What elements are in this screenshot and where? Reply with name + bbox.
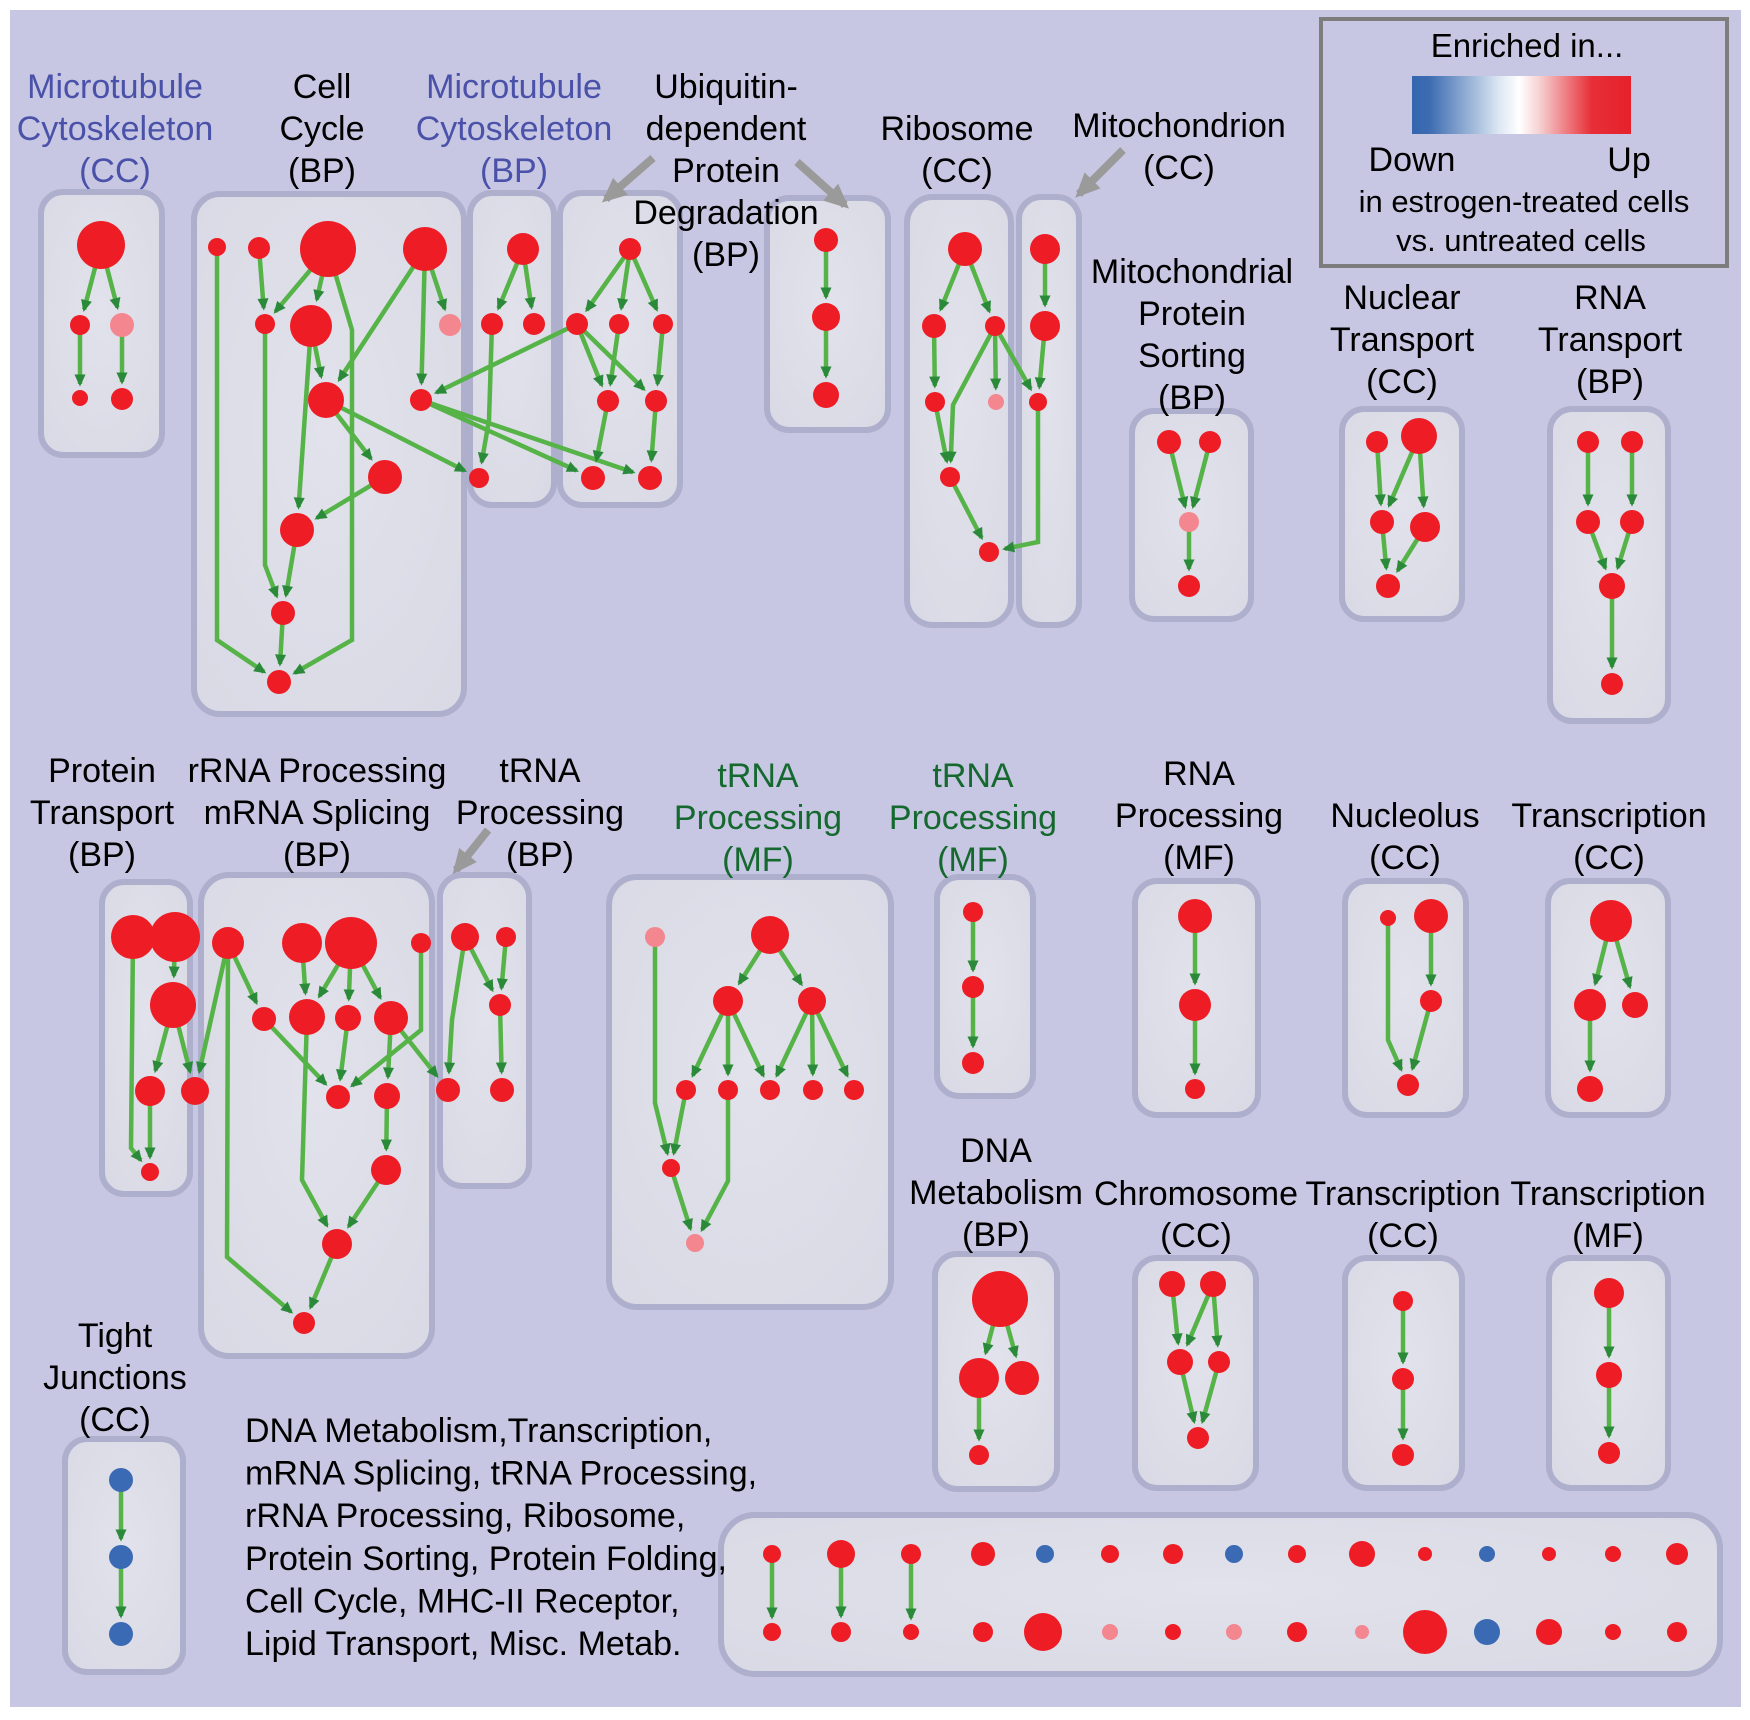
svg-text:(BP): (BP) <box>1576 363 1644 401</box>
svg-text:(CC): (CC) <box>79 152 151 190</box>
svg-text:Lipid Transport, Misc. Metab.: Lipid Transport, Misc. Metab. <box>245 1625 682 1663</box>
svg-text:Cytoskeleton: Cytoskeleton <box>17 110 214 148</box>
svg-text:DNA Metabolism,Transcription,: DNA Metabolism,Transcription, <box>245 1412 712 1450</box>
svg-text:(BP): (BP) <box>288 152 356 190</box>
svg-text:vs. untreated cells: vs. untreated cells <box>1396 223 1646 258</box>
svg-text:Cytoskeleton: Cytoskeleton <box>416 110 613 148</box>
svg-text:Nucleolus: Nucleolus <box>1330 797 1479 835</box>
svg-text:Microtubule: Microtubule <box>27 68 203 106</box>
svg-text:(MF): (MF) <box>1163 839 1235 877</box>
svg-text:Mitochondrial: Mitochondrial <box>1091 253 1293 291</box>
svg-text:Mitochondrion: Mitochondrion <box>1072 107 1286 145</box>
svg-text:DNA: DNA <box>960 1132 1032 1170</box>
svg-text:Processing: Processing <box>889 799 1057 837</box>
svg-text:Microtubule: Microtubule <box>426 68 602 106</box>
svg-text:Cell Cycle, MHC-II Receptor,: Cell Cycle, MHC-II Receptor, <box>245 1582 680 1620</box>
svg-text:(CC): (CC) <box>1573 839 1645 877</box>
svg-text:(BP): (BP) <box>480 152 548 190</box>
svg-text:Transcription: Transcription <box>1305 1175 1500 1213</box>
svg-text:Cycle: Cycle <box>279 110 364 148</box>
svg-text:rRNA Processing: rRNA Processing <box>188 752 447 790</box>
svg-text:(CC): (CC) <box>1160 1217 1232 1255</box>
svg-text:Cell: Cell <box>293 68 352 106</box>
svg-text:Processing: Processing <box>1115 797 1283 835</box>
svg-text:Protein: Protein <box>1138 295 1246 333</box>
svg-text:(MF): (MF) <box>722 841 794 879</box>
svg-text:RNA: RNA <box>1163 755 1235 793</box>
svg-text:(CC): (CC) <box>79 1401 151 1439</box>
svg-text:Tight: Tight <box>78 1317 153 1355</box>
svg-text:Transcription: Transcription <box>1511 797 1706 835</box>
svg-text:Degradation: Degradation <box>633 194 818 232</box>
svg-text:mRNA Splicing: mRNA Splicing <box>204 794 431 832</box>
svg-text:Processing: Processing <box>456 794 624 832</box>
svg-text:(BP): (BP) <box>506 836 574 874</box>
svg-text:(BP): (BP) <box>692 236 760 274</box>
svg-text:(CC): (CC) <box>1367 1217 1439 1255</box>
svg-text:(MF): (MF) <box>937 841 1009 879</box>
svg-text:Transport: Transport <box>30 794 175 832</box>
svg-text:Protein: Protein <box>48 752 156 790</box>
svg-text:Enriched in...: Enriched in... <box>1431 27 1624 64</box>
svg-text:Transport: Transport <box>1330 321 1475 359</box>
svg-text:tRNA: tRNA <box>717 757 799 795</box>
svg-text:Junctions: Junctions <box>43 1359 187 1397</box>
svg-text:Sorting: Sorting <box>1138 337 1246 375</box>
svg-text:mRNA Splicing, tRNA Processing: mRNA Splicing, tRNA Processing, <box>245 1455 757 1493</box>
svg-text:Metabolism: Metabolism <box>909 1174 1083 1212</box>
svg-text:(BP): (BP) <box>962 1216 1030 1254</box>
svg-text:in estrogen-treated cells: in estrogen-treated cells <box>1359 184 1690 219</box>
svg-text:(BP): (BP) <box>283 836 351 874</box>
svg-text:Down: Down <box>1369 141 1456 179</box>
svg-text:rRNA Processing, Ribosome,: rRNA Processing, Ribosome, <box>245 1497 685 1535</box>
svg-text:tRNA: tRNA <box>499 752 581 790</box>
svg-text:(CC): (CC) <box>921 152 993 190</box>
svg-text:Transcription: Transcription <box>1510 1175 1705 1213</box>
svg-text:Transport: Transport <box>1538 321 1683 359</box>
svg-text:(BP): (BP) <box>1158 379 1226 417</box>
svg-text:tRNA: tRNA <box>932 757 1014 795</box>
svg-text:Up: Up <box>1607 141 1650 179</box>
svg-text:Chromosome: Chromosome <box>1094 1175 1298 1213</box>
svg-text:(CC): (CC) <box>1366 363 1438 401</box>
svg-text:RNA: RNA <box>1574 279 1646 317</box>
svg-text:Processing: Processing <box>674 799 842 837</box>
svg-text:Nuclear: Nuclear <box>1343 279 1460 317</box>
svg-text:Ribosome: Ribosome <box>880 110 1033 148</box>
svg-text:(MF): (MF) <box>1572 1217 1644 1255</box>
svg-text:(CC): (CC) <box>1143 149 1215 187</box>
svg-text:(BP): (BP) <box>68 836 136 874</box>
svg-text:Protein: Protein <box>672 152 780 190</box>
svg-text:Ubiquitin-: Ubiquitin- <box>654 68 798 106</box>
svg-text:dependent: dependent <box>646 110 807 148</box>
svg-text:Protein Sorting, Protein Foldi: Protein Sorting, Protein Folding, <box>245 1540 727 1578</box>
svg-text:(CC): (CC) <box>1369 839 1441 877</box>
